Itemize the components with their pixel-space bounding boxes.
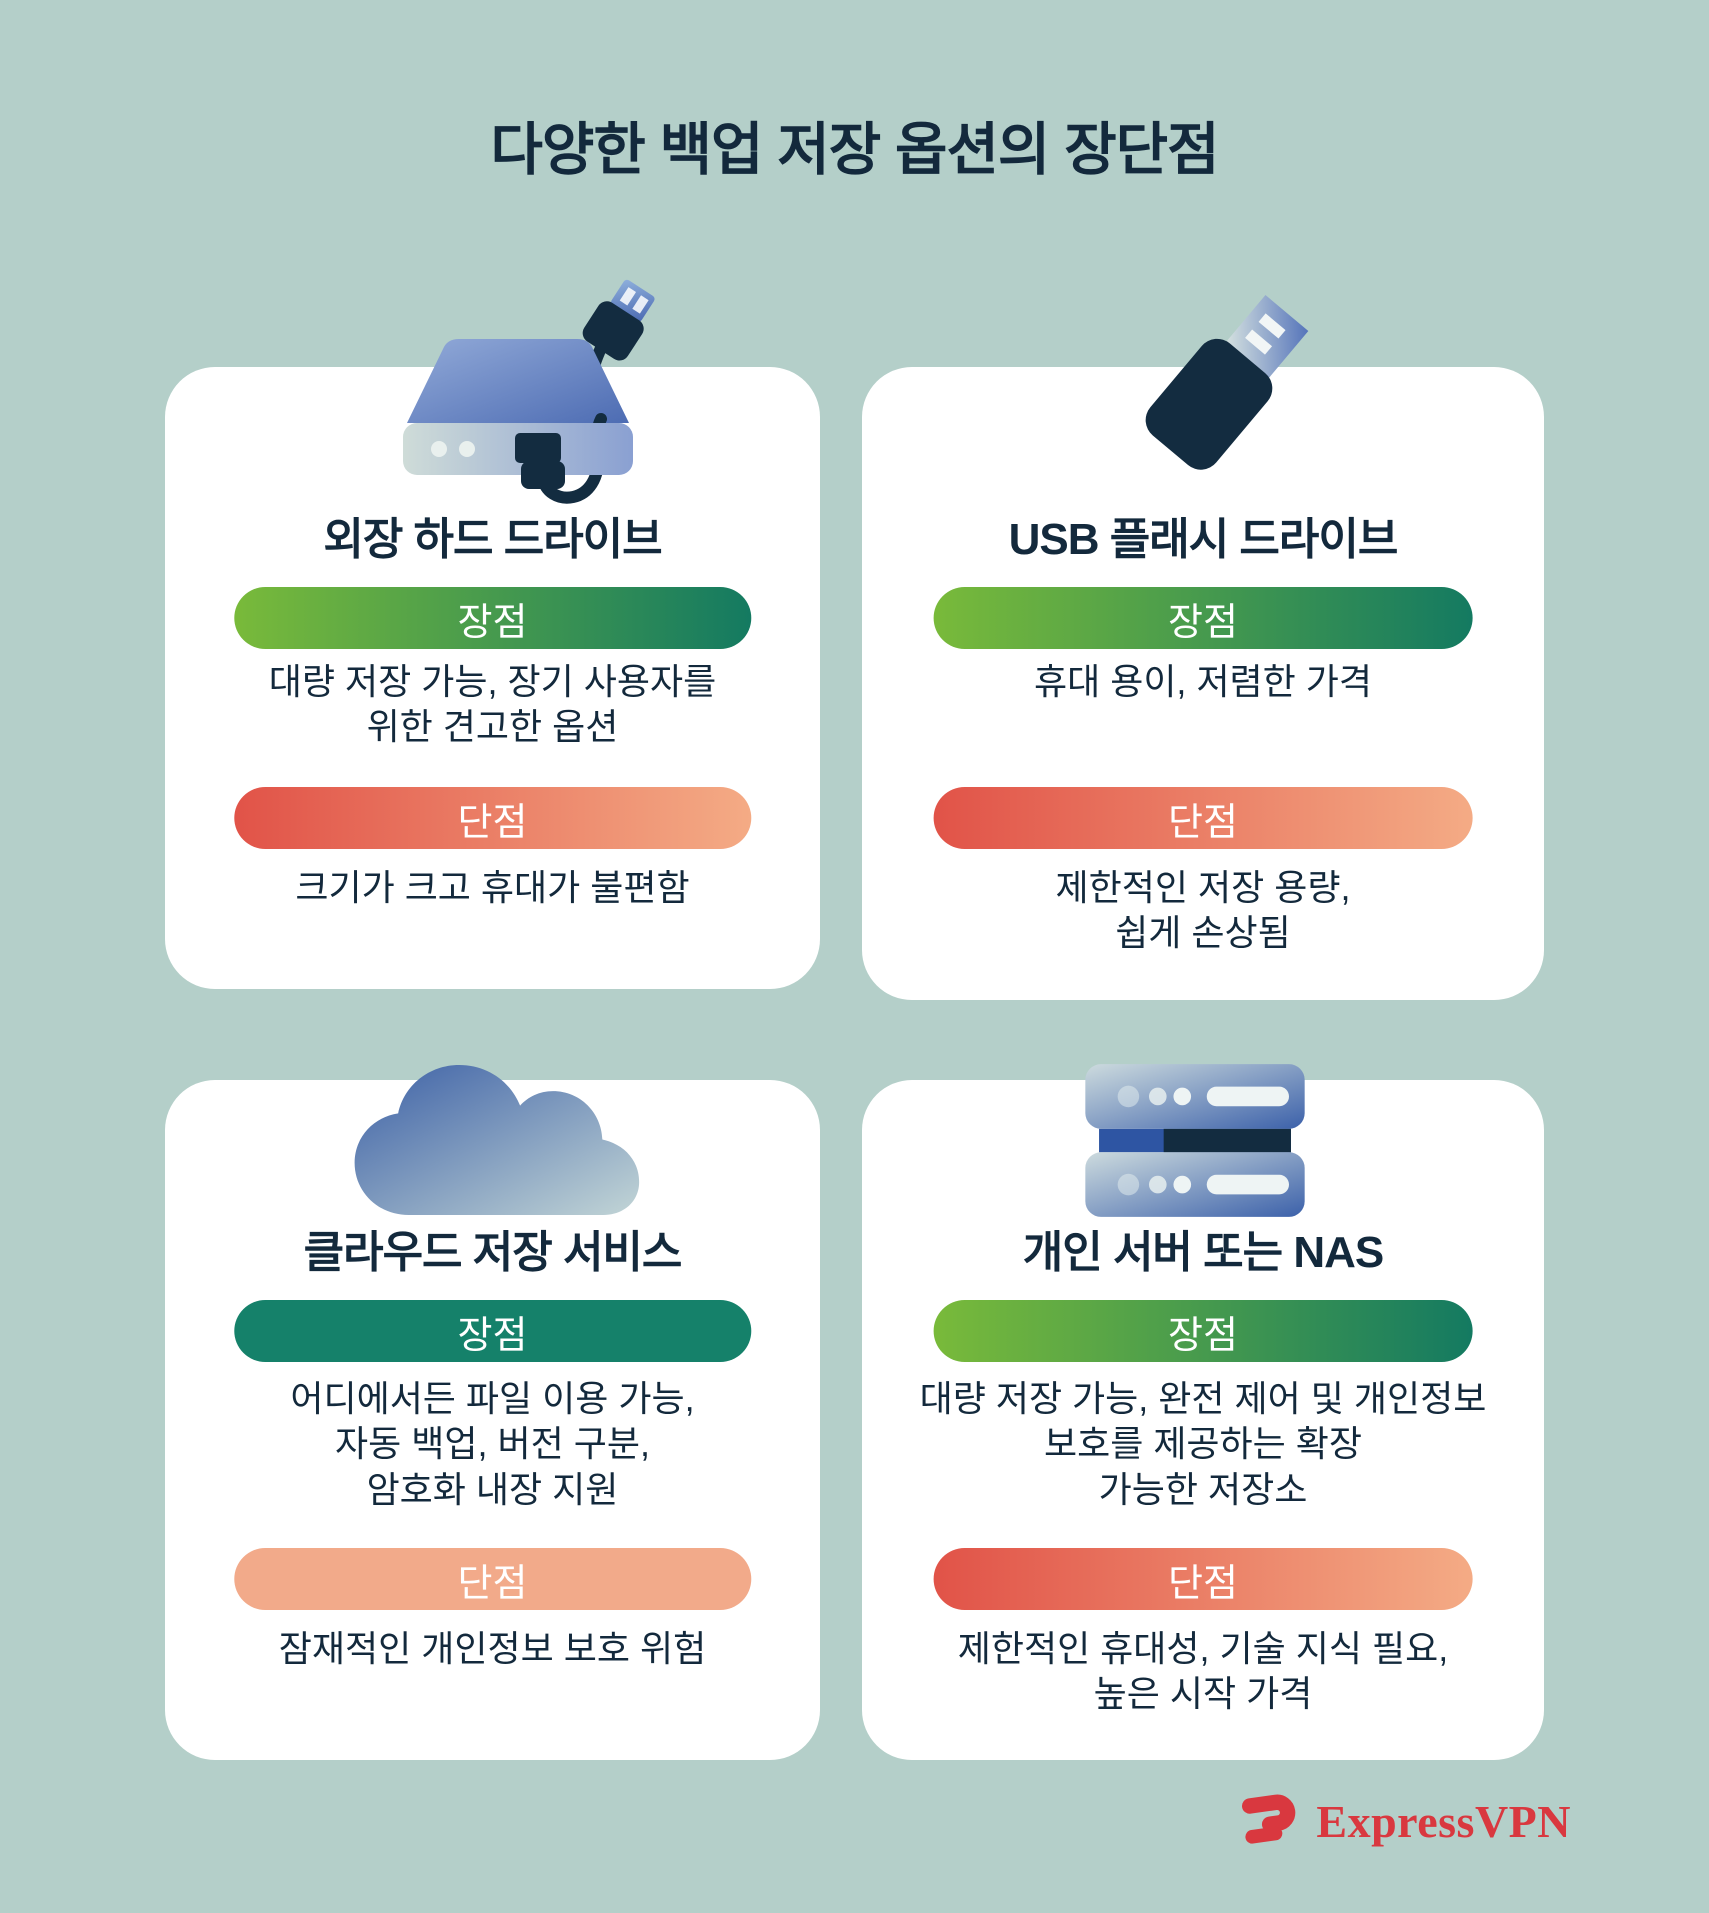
usb-flash-drive-icon	[1103, 261, 1343, 506]
card-title: USB 플래시 드라이브	[1008, 515, 1399, 564]
cons-badge-label: 단점	[457, 1562, 528, 1605]
pros-badge-label: 장점	[457, 1314, 528, 1357]
external-hard-drive-icon	[347, 275, 667, 520]
cons-badge: 단점	[233, 1548, 752, 1610]
nas-server-icon	[1078, 1060, 1313, 1227]
cons-text: 잠재적인 개인정보 보호 위험	[278, 1628, 707, 1669]
cons-text: 제한적인 저장 용량, 쉽게 손상됨	[1055, 867, 1351, 954]
pros-text: 휴대 용이, 저렴한 가격	[1033, 661, 1373, 702]
pros-badge: 장점	[233, 587, 752, 649]
pros-badge-label: 장점	[457, 601, 528, 644]
cons-badge: 단점	[933, 787, 1473, 849]
cons-badge-label: 단점	[1168, 801, 1238, 844]
pros-text: 어디에서든 파일 이용 가능, 자동 백업, 버전 구분, 암호화 내장 지원	[290, 1378, 695, 1510]
cons-text: 제한적인 휴대성, 기술 지식 필요, 높은 시작 가격	[957, 1628, 1449, 1715]
card-usb-flash-drive: USB 플래시 드라이브 장점 휴대 용이, 저렴한 가격 단점 제한적인 저장…	[862, 294, 1544, 1000]
card-external-hard-drive: 외장 하드 드라이브 장점 대량 저장 가능, 장기 사용자를 위한 견고한 옵…	[165, 279, 820, 989]
pros-badge-label: 장점	[1168, 1314, 1238, 1357]
expressvpn-wordmark: ExpressVPN	[1316, 1796, 1571, 1847]
pros-badge: 장점	[933, 587, 1473, 649]
brand-footer: ExpressVPN	[1236, 1790, 1571, 1853]
card-title: 외장 하드 드라이브	[323, 515, 662, 564]
card-personal-server-nas: 개인 서버 또는 NAS 장점 대량 저장 가능, 완전 제어 및 개인정보 보…	[862, 1064, 1544, 1760]
pros-badge: 장점	[233, 1300, 752, 1362]
pros-text: 대량 저장 가능, 완전 제어 및 개인정보 보호를 제공하는 확장 가능한 저…	[919, 1378, 1487, 1510]
pros-badge: 장점	[933, 1300, 1473, 1362]
card-cloud-storage: 클라우드 저장 서비스 장점 어디에서든 파일 이용 가능, 자동 백업, 버전…	[165, 1065, 820, 1760]
cons-text: 크기가 크고 휴대가 불편함	[295, 867, 690, 908]
pros-text: 대량 저장 가능, 장기 사용자를 위한 견고한 옵션	[268, 661, 717, 748]
cloud-storage-icon	[343, 1060, 643, 1225]
cons-badge-label: 단점	[457, 801, 528, 844]
pros-badge-label: 장점	[1168, 601, 1238, 644]
cons-badge: 단점	[233, 787, 752, 849]
cons-badge: 단점	[933, 1548, 1473, 1610]
card-title: 클라우드 저장 서비스	[303, 1228, 683, 1277]
card-title: 개인 서버 또는 NAS	[1022, 1228, 1384, 1277]
page-title: 다양한 백업 저장 옵션의 장단점	[490, 118, 1219, 182]
expressvpn-logo-icon	[1236, 1790, 1300, 1853]
cons-badge-label: 단점	[1168, 1562, 1238, 1605]
